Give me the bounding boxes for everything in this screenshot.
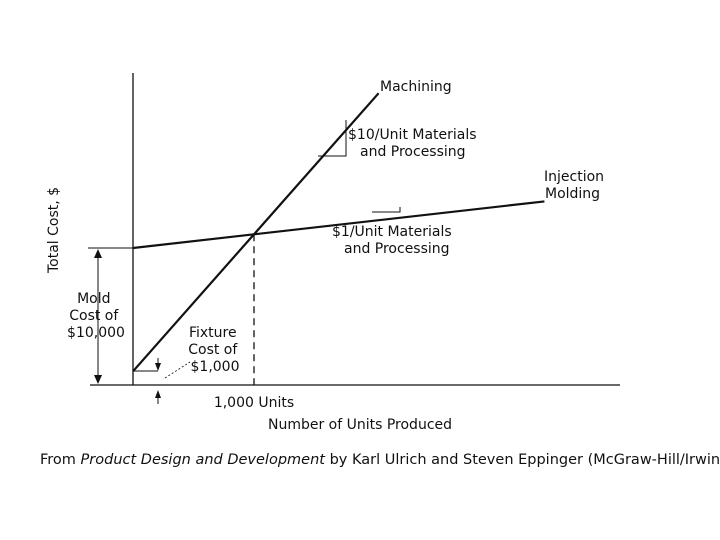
injection-rate-line2: and Processing xyxy=(344,241,450,257)
machining-rate-label: $10/Unit Materials and Processing xyxy=(348,127,481,160)
machining-rate-line1: $10/Unit Materials xyxy=(348,127,477,143)
injection-slope-triangle xyxy=(372,207,401,213)
mold-label-line1: Mold xyxy=(77,291,110,307)
mold-cost-arrow-up-icon xyxy=(94,249,102,258)
mold-label-line2: Cost of xyxy=(69,308,119,324)
fixture-cost-arrow-up-icon xyxy=(155,390,161,398)
caption-prefix: From xyxy=(40,452,81,468)
injection-rate-line1: $1/Unit Materials xyxy=(332,224,452,240)
fixture-cost-arrow-down-icon xyxy=(155,363,161,371)
x-axis-label: Number of Units Produced xyxy=(268,417,452,433)
caption-suffix: by Karl Ulrich and Steven Eppinger (McGr… xyxy=(324,452,720,468)
fixture-leader-line xyxy=(164,361,191,379)
fixture-cost-label: Fixture Cost of $1,000 xyxy=(188,325,242,375)
injection-label-line2: Molding xyxy=(545,186,600,202)
caption-book-title: Product Design and Development xyxy=(80,452,325,468)
mold-label-line3: $10,000 xyxy=(67,325,125,341)
machining-line xyxy=(132,92,380,373)
fixture-label-line1: Fixture xyxy=(189,325,237,341)
breakeven-units-label: 1,000 Units xyxy=(214,395,294,411)
y-axis-label: Total Cost, $ xyxy=(46,187,62,274)
injection-molding-label: Injection Molding xyxy=(544,169,608,202)
machining-slope-triangle xyxy=(318,120,347,157)
injection-molding-line xyxy=(132,200,545,250)
injection-label-line1: Injection xyxy=(544,169,604,185)
machining-label: Machining xyxy=(380,79,452,95)
machining-rate-line2: and Processing xyxy=(360,144,466,160)
fixture-label-line3: $1,000 xyxy=(191,359,240,375)
source-caption: From Product Design and Development by K… xyxy=(40,452,720,468)
mold-cost-label: Mold Cost of $10,000 xyxy=(67,291,125,341)
injection-rate-label: $1/Unit Materials and Processing xyxy=(332,224,456,257)
mold-cost-arrow-down-icon xyxy=(94,375,102,384)
fixture-label-line2: Cost of xyxy=(188,342,238,358)
